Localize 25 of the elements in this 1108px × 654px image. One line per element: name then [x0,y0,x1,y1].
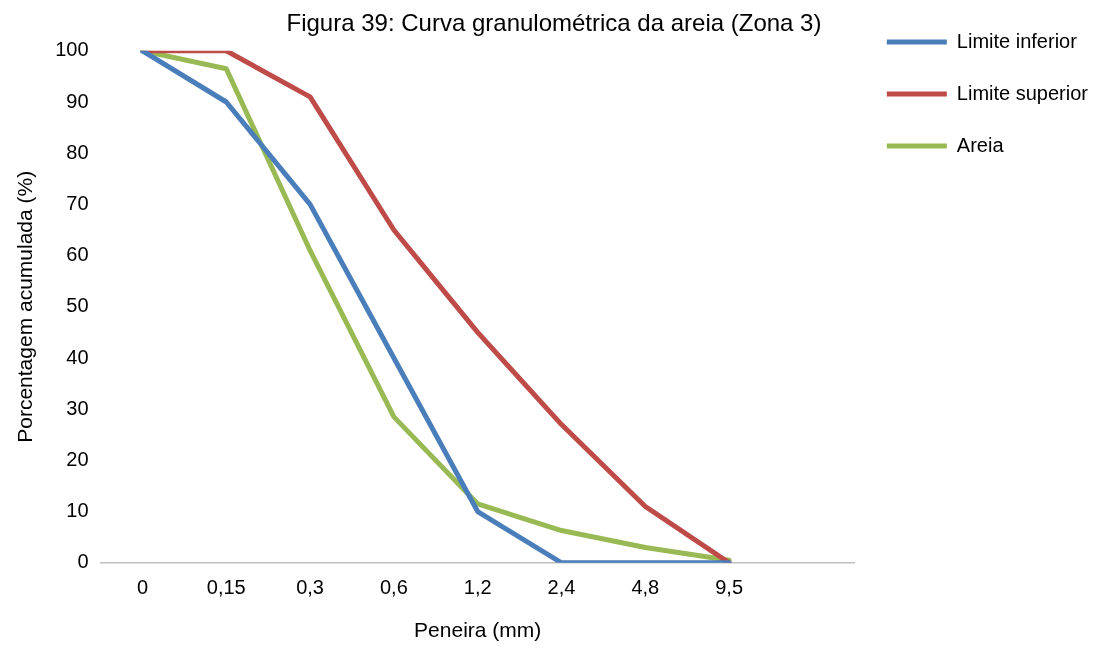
x-tick-label: 0 [136,576,149,599]
chart-title: Figura 39: Curva granulométrica da areia (Zona 3) [286,9,822,37]
y-tick-label: 30 [66,396,89,419]
y-tick-label: 70 [66,191,89,214]
y-tick-label: 100 [55,38,89,61]
legend-label: Areia [956,133,1005,156]
y-tick-label: 80 [66,140,89,163]
x-tick-label: 2,4 [547,576,576,599]
x-tick-label: 0,3 [296,576,324,599]
x-tick-label: 9,5 [715,576,744,599]
y-tick-label: 10 [66,499,89,522]
x-tick-label: 0,15 [206,576,246,599]
y-tick-label: 50 [66,294,89,317]
y-axis-title: Porcentagem acumulada (%) [13,170,37,443]
x-tick-label: 0,6 [379,576,408,599]
y-tick-label: 20 [66,447,89,470]
y-tick-label: 0 [77,550,89,573]
legend-label: Limite superior [956,81,1089,104]
x-tick-label: 4,8 [631,576,660,599]
x-axis-title: Peneira (mm) [414,618,542,642]
legend-label: Limite inferior [956,29,1078,52]
x-tick-label: 1,2 [463,576,492,599]
y-tick-label: 90 [66,89,89,112]
y-tick-label: 40 [66,345,89,368]
y-tick-label: 60 [66,243,89,266]
